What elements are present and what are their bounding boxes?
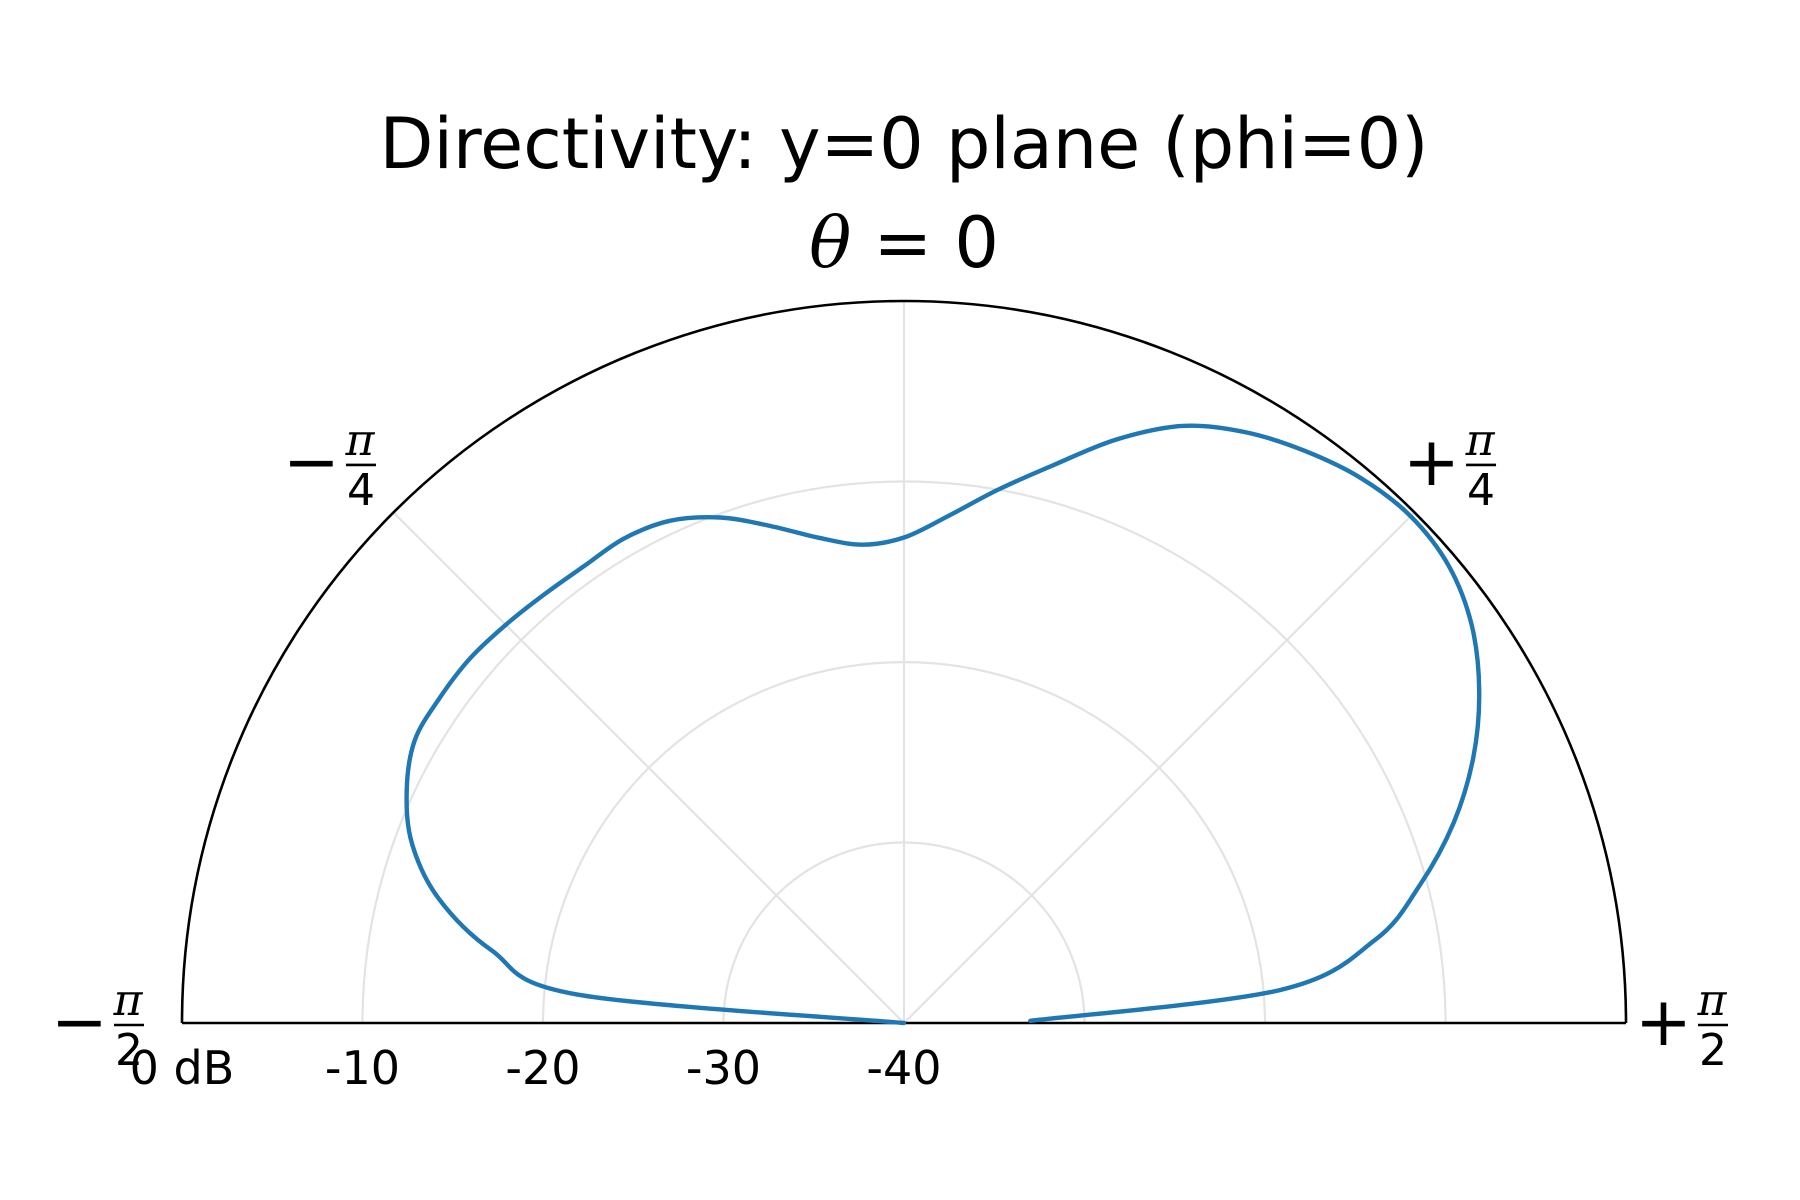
angle-label: − π4 [283, 415, 376, 516]
angle-label-zero: θ = 0 [809, 202, 999, 284]
r-tick-label: -40 [866, 1041, 941, 1095]
r-tick-label: -10 [325, 1041, 400, 1095]
angle-label-denominator: 2 [115, 1025, 143, 1076]
angle-label-denominator: 4 [347, 465, 375, 516]
angle-label-numerator: π [345, 415, 376, 466]
grid-spoke [392, 511, 905, 1024]
angle-label-sign: − [283, 423, 340, 502]
angle-label: + π2 [1635, 975, 1728, 1076]
polar-grid [361, 301, 1447, 1024]
angle-label-numerator: π [113, 975, 144, 1026]
angle-label-sign: + [1635, 983, 1692, 1062]
outer-arc [180, 299, 1628, 1024]
series-line [404, 423, 1482, 1026]
angle-label-sign: − [51, 983, 108, 1062]
chart-title: Directivity: y=0 plane (phi=0) [380, 103, 1429, 185]
grid-spoke [903, 511, 1416, 1024]
r-tick-label: 0 dB [130, 1041, 235, 1095]
angle-label-sign: + [1403, 423, 1460, 502]
angle-label: + π4 [1403, 415, 1497, 516]
r-tick-label: -20 [505, 1041, 580, 1095]
series-group [404, 423, 1482, 1026]
r-tick-label: -30 [686, 1041, 761, 1095]
axis-labels: 0 dB -10 -20 -30 -40θ = 0− π2− π4 + π4+ π2 [51, 202, 1728, 1095]
angle-label-denominator: 4 [1467, 465, 1495, 516]
angle-label-denominator: 2 [1699, 1025, 1727, 1076]
angle-label: − π2 [51, 975, 144, 1076]
angle-label-numerator: π [1697, 975, 1728, 1026]
angle-label-numerator: π [1465, 415, 1496, 466]
